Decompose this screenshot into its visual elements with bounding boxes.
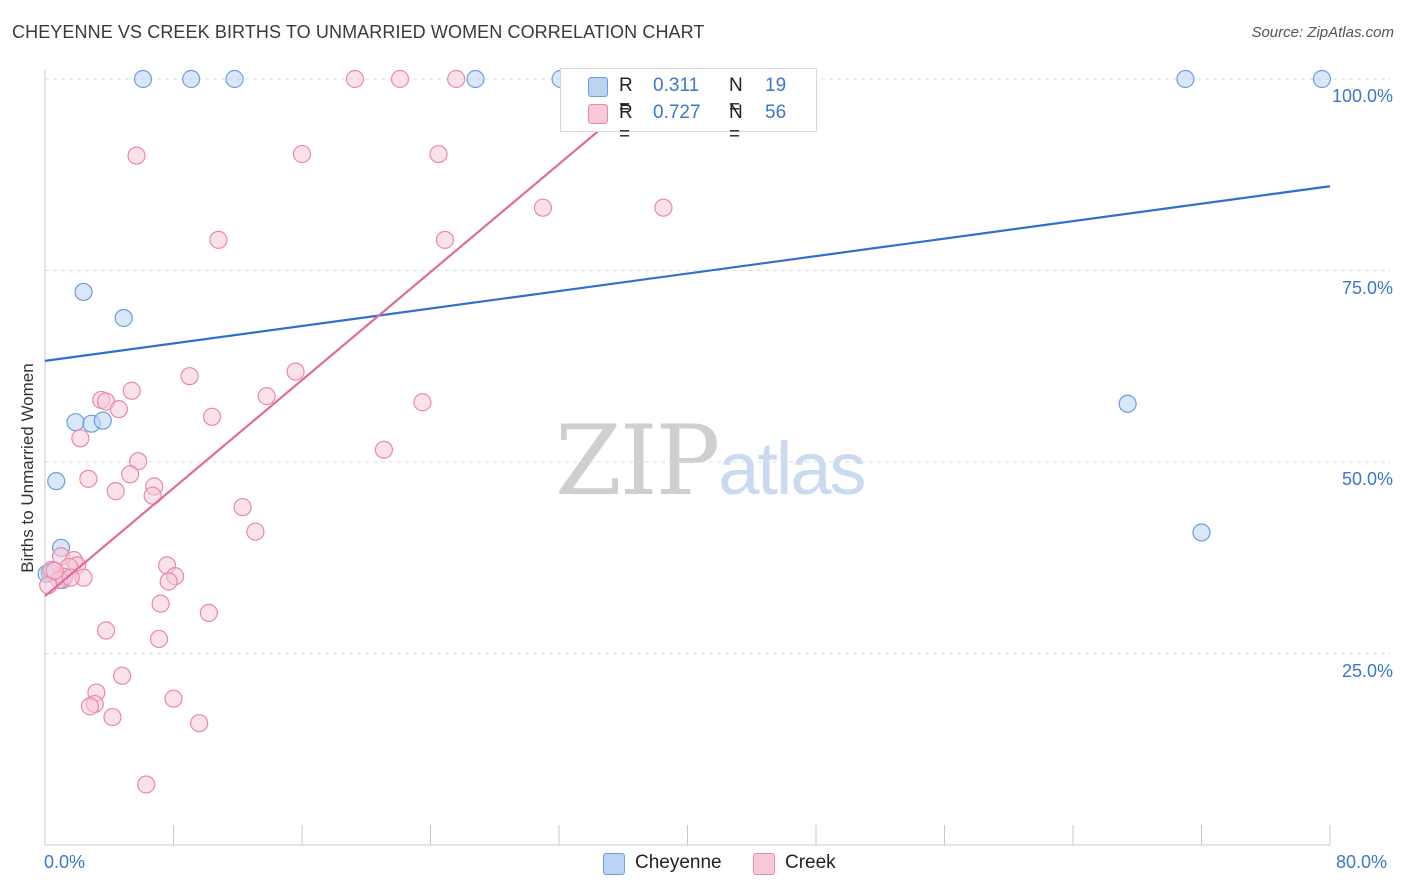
creek-point [286,362,305,381]
creek-point [246,522,265,541]
cheyenne-legend-swatch [603,853,625,875]
cheyenne-point [93,411,112,430]
creek-point [413,393,432,412]
creek-point [180,367,199,386]
creek-point [71,429,90,448]
cheyenne-point [182,69,201,89]
creek-point [79,469,98,488]
creek-point [209,230,228,249]
watermark-atlas: atlas [718,427,866,510]
cheyenne-swatch [588,77,608,97]
creek-point [129,452,148,471]
cheyenne-point [1176,69,1195,89]
creek-point [151,594,170,613]
y-tick-label: 50.0% [1341,469,1393,489]
creek-swatch [588,104,608,124]
creek-point [112,666,132,685]
x-tick-label-min: 0.0% [44,852,86,872]
r-value: 0.727 [653,102,701,123]
creek-point [429,144,448,164]
creek-point [137,775,156,794]
cheyenne-regression-line [44,185,1331,362]
cheyenne-point [225,69,244,89]
creek-point [149,629,169,649]
cheyenne-point [47,472,66,491]
n-label: N = [729,102,743,145]
creek-point [199,603,218,623]
legend-label-creek: Creek [785,852,836,873]
creek-point [533,198,553,217]
creek-point [390,69,410,89]
creek-regression-line [44,78,661,597]
creek-point [96,621,116,640]
cheyenne-point [114,308,133,328]
creek-point [61,568,80,587]
cheyenne-point [1192,523,1211,542]
cheyenne-point [74,282,93,302]
watermark-zip: ZIP [555,405,720,517]
r-value: 0.311 [653,75,700,96]
creek-point [190,714,209,733]
creek-point [292,144,312,164]
cheyenne-point [66,413,85,432]
source-credit: Source: ZipAtlas.com [1251,24,1394,41]
n-value: 19 [765,75,787,96]
stats-legend: R = 0.311 N = 19 R = 0.727 N = 56 [560,68,817,145]
cheyenne-point [133,69,153,89]
y-tick-label: 25.0% [1341,660,1393,681]
creek-point [45,561,64,580]
creek-point [103,707,122,727]
r-label: R = [619,102,633,145]
chart-title: CHEYENNE VS CREEK BIRTHS TO UNMARRIED WO… [12,22,705,42]
creek-point [80,697,100,716]
creek-legend-swatch [753,853,775,875]
creek-point [654,198,673,217]
creek-point [374,440,394,459]
creek-point [127,146,146,165]
y-tick-label: 100.0% [1331,86,1393,106]
creek-point [164,689,183,708]
n-label: N = [729,75,743,118]
creek-point [257,387,276,406]
creek-point [159,572,178,591]
r-label: R = [619,75,633,118]
creek-point [106,482,125,501]
cheyenne-point [1118,394,1137,413]
legend-label-cheyenne: Cheyenne [635,852,722,873]
cheyenne-point [466,69,485,89]
creek-point [233,498,252,517]
creek-point [109,400,128,419]
x-tick-label-max: 80.0% [1336,852,1388,872]
creek-point [435,230,455,249]
creek-point [447,69,466,89]
y-axis-label: Births to Unmarried Women [18,363,37,573]
creek-point [345,69,365,89]
creek-point [121,465,140,484]
watermark: ZIPatlas [555,405,867,517]
creek-point [202,407,222,426]
creek-point [122,381,141,400]
y-tick-label: 75.0% [1341,277,1393,298]
cheyenne-point [1312,69,1332,89]
n-value: 56 [765,102,787,123]
